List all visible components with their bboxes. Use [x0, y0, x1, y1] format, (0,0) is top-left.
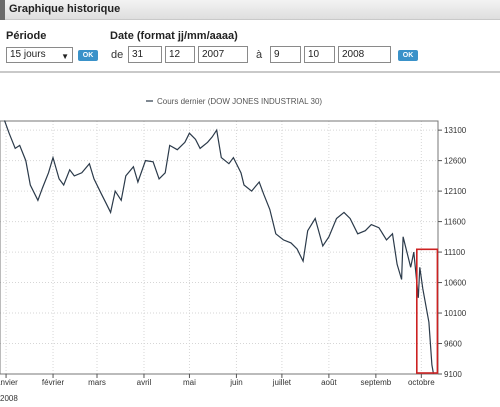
period-select-value: 15 jours [10, 49, 46, 60]
period-label: Période [6, 30, 47, 42]
from-month-input[interactable]: 12 [165, 46, 195, 63]
y-tick-label: 10100 [444, 309, 467, 318]
y-tick-label: 9600 [444, 340, 462, 349]
to-month-input[interactable]: 10 [304, 46, 335, 63]
y-tick-label: 10600 [444, 279, 467, 288]
y-tick-label: 11100 [444, 248, 466, 257]
x-tick-label: mars [88, 378, 106, 387]
x-tick-label: avril [137, 378, 152, 387]
title-bar: Graphique historique [0, 0, 500, 20]
x-tick-label: juin [229, 378, 242, 387]
x-tick-label: septemb [361, 378, 392, 387]
y-tick-label: 12100 [444, 187, 467, 196]
date-ok-button[interactable]: OK [398, 50, 418, 61]
y-tick-label: 11600 [444, 218, 466, 227]
from-year-input[interactable]: 2007 [198, 46, 248, 63]
x-tick-label: janvier [0, 378, 18, 387]
series-line [3, 120, 435, 375]
title-accent [0, 0, 5, 20]
x-year-label: 2008 [0, 394, 18, 403]
filter-form: Période 15 jours ▼ OK Date (format jj/mm… [0, 21, 500, 69]
chevron-down-icon: ▼ [61, 52, 69, 61]
period-ok-button[interactable]: OK [78, 50, 98, 61]
y-tick-label: 9100 [444, 370, 462, 379]
x-axis: janvier février mars avril mai juin juillet aoû… [0, 374, 435, 387]
x-tick-label: août [321, 378, 337, 387]
x-tick-label: octobre [408, 378, 435, 387]
to-day-input[interactable]: 9 [270, 46, 301, 63]
to-label: à [256, 49, 263, 61]
x-tick-label: février [42, 378, 65, 387]
plot-frame [0, 120, 439, 375]
x-tick-label: juillet [272, 378, 292, 387]
legend-entry: Cours dernier (DOW JONES INDUSTRIAL 30) [157, 97, 322, 106]
chart-grid [0, 121, 438, 375]
chart-legend: Cours dernier (DOW JONES INDUSTRIAL 30) [146, 97, 322, 106]
to-year-input[interactable]: 2008 [338, 46, 391, 63]
y-axis: 13100 12600 12100 11600 11100 10600 10100 9600 9… [438, 126, 467, 379]
y-tick-label: 12600 [444, 157, 467, 166]
y-tick-label: 13100 [444, 126, 467, 135]
page-title: Graphique historique [9, 3, 121, 15]
from-day-input[interactable]: 31 [128, 46, 162, 63]
x-tick-label: mai [183, 378, 196, 387]
from-label: de [111, 49, 124, 61]
period-select[interactable]: 15 jours ▼ [6, 47, 73, 63]
history-chart: Cours dernier (DOW JONES INDUSTRIAL 30) … [0, 97, 467, 403]
separator [0, 71, 500, 73]
highlight-box [415, 248, 439, 374]
date-label: Date (format jj/mm/aaaa) [110, 30, 238, 42]
